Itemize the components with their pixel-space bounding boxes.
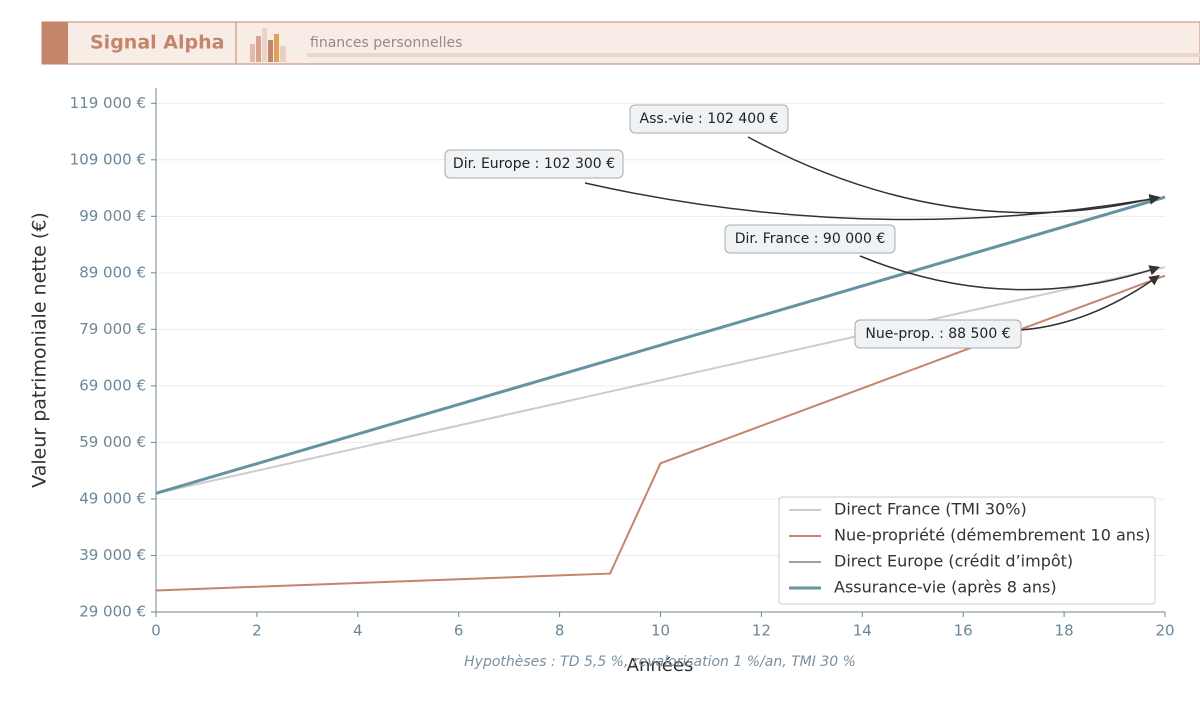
y-tick-label: 59 000 € bbox=[79, 433, 146, 451]
x-axis-label: Années bbox=[627, 655, 694, 676]
annotation-box bbox=[629, 104, 789, 134]
x-tick-label: 2 bbox=[252, 622, 262, 640]
annotation: Dir. France : 90 000 € bbox=[735, 231, 886, 247]
series-line bbox=[155, 195, 1166, 495]
x-tick-label: 20 bbox=[1155, 622, 1174, 640]
brand: Signal Alpha bbox=[90, 32, 224, 54]
y-tick-label: 39 000 € bbox=[79, 546, 146, 564]
legend-label: Nue-propriété (démembrement 10 ans) bbox=[834, 526, 1151, 545]
footnote: Hypothèses : TD 5,5 %, revalorisation 1 … bbox=[464, 654, 856, 670]
x-tick-label: 0 bbox=[151, 622, 161, 640]
annotation-arrow bbox=[747, 136, 1161, 214]
legend-label: Assurance-vie (après 8 ans) bbox=[834, 578, 1057, 597]
annotation-box bbox=[444, 149, 624, 179]
y-tick-label: 69 000 € bbox=[79, 376, 146, 394]
x-tick-label: 8 bbox=[555, 622, 565, 640]
y-tick-label: 49 000 € bbox=[79, 489, 146, 507]
annotation-arrow bbox=[859, 255, 1160, 291]
x-tick-label: 14 bbox=[853, 622, 872, 640]
annotation-box bbox=[724, 224, 896, 254]
x-tick-label: 10 bbox=[651, 622, 670, 640]
x-tick-label: 16 bbox=[954, 622, 973, 640]
annotation: Nue-prop. : 88 500 € bbox=[865, 326, 1010, 342]
y-tick-label: 89 000 € bbox=[79, 263, 146, 281]
legend-label: Direct Europe (crédit d’impôt) bbox=[834, 552, 1073, 571]
y-tick-label: 99 000 € bbox=[79, 207, 146, 225]
y-tick-label: 79 000 € bbox=[79, 320, 146, 338]
header-rule bbox=[307, 53, 1200, 57]
legend-box bbox=[778, 496, 1156, 605]
y-axis-label: Valeur patrimoniale nette (€) bbox=[29, 212, 51, 488]
x-tick-label: 12 bbox=[752, 622, 771, 640]
header-icon bbox=[250, 28, 286, 62]
x-tick-label: 6 bbox=[454, 622, 464, 640]
series-line bbox=[155, 266, 1166, 495]
tagline: finances personnelles bbox=[310, 35, 462, 51]
legend-label: Direct France (TMI 30%) bbox=[834, 500, 1027, 519]
annotation-arrow bbox=[1019, 275, 1160, 331]
y-tick-label: 29 000 € bbox=[79, 603, 146, 621]
x-tick-label: 18 bbox=[1055, 622, 1074, 640]
annotation: Dir. Europe : 102 300 € bbox=[453, 156, 615, 172]
x-tick-label: 4 bbox=[353, 622, 363, 640]
annotation-arrow bbox=[584, 182, 1161, 221]
annotation-box bbox=[854, 319, 1022, 349]
annotation: Ass.-vie : 102 400 € bbox=[640, 111, 779, 127]
header-accent bbox=[42, 22, 68, 64]
y-tick-label: 119 000 € bbox=[70, 94, 146, 112]
y-tick-label: 109 000 € bbox=[70, 150, 146, 168]
